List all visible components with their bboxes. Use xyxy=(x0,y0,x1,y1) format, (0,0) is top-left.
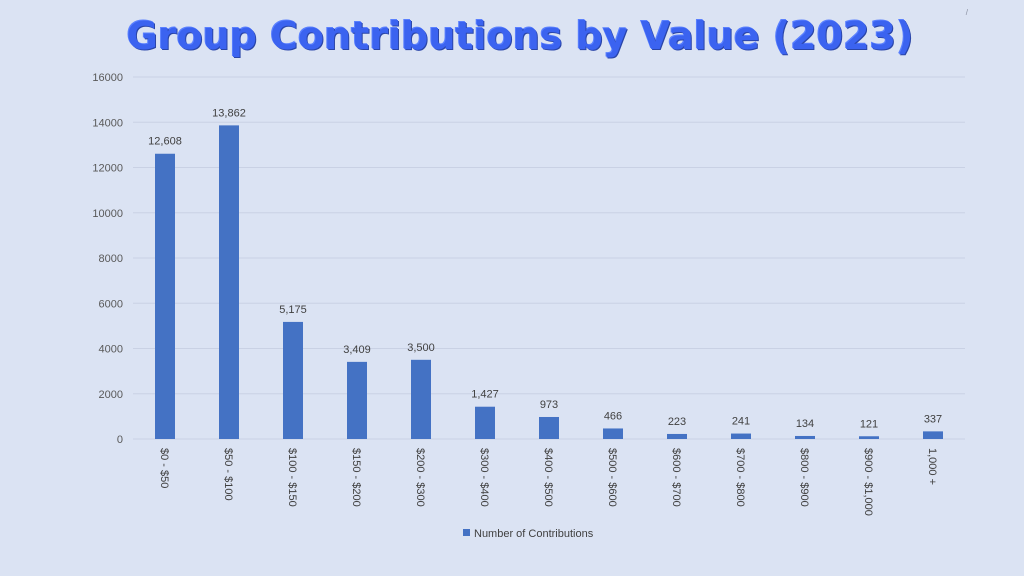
bar xyxy=(795,435,815,439)
bar xyxy=(219,125,239,439)
data-label: 1,427 xyxy=(471,389,499,401)
data-label: 223 xyxy=(668,416,686,428)
corner-mark: / xyxy=(965,8,968,17)
legend: Number of Contributions xyxy=(463,528,594,540)
y-tick-label: 8000 xyxy=(99,253,123,265)
bar xyxy=(859,436,879,439)
data-label: 13,862 xyxy=(212,107,246,119)
chart-title: Group Contributions by Value (2023) xyxy=(126,14,914,58)
y-tick-label: 16000 xyxy=(92,72,123,84)
data-label: 121 xyxy=(860,418,878,430)
y-tick-label: 6000 xyxy=(99,298,123,310)
data-label: 3,409 xyxy=(343,344,371,356)
y-tick-label: 4000 xyxy=(99,344,123,356)
y-axis-ticks: 0 2000 4000 6000 8000 10000 12000 14000 16000 xyxy=(92,72,123,446)
x-tick-label: 1,000 + xyxy=(926,448,938,485)
bar xyxy=(347,361,367,439)
legend-label: Number of Contributions xyxy=(474,528,594,540)
data-label: 241 xyxy=(732,416,750,428)
data-label: 134 xyxy=(796,418,814,430)
data-labels: 12,608 13,862 5,175 3,409 3,500 1,427 973 466 22… xyxy=(148,107,942,430)
x-tick-label: $200 - $300 xyxy=(414,448,426,507)
y-tick-label: 10000 xyxy=(92,208,123,220)
x-tick-label: $0 - $50 xyxy=(158,448,170,488)
y-tick-label: 14000 xyxy=(92,117,123,129)
data-label: 5,175 xyxy=(279,304,307,316)
bar xyxy=(283,321,303,439)
bar xyxy=(731,433,751,439)
y-tick-label: 2000 xyxy=(99,389,123,401)
bar xyxy=(411,359,431,439)
x-tick-label: $50 - $100 xyxy=(222,448,234,501)
bar xyxy=(155,153,175,439)
bar xyxy=(603,428,623,439)
x-tick-label: $600 - $700 xyxy=(670,448,682,507)
x-tick-label: $900 - $1,000 xyxy=(862,448,874,516)
bar xyxy=(667,433,687,439)
y-tick-label: 0 xyxy=(117,434,123,446)
legend-swatch xyxy=(463,529,470,536)
x-tick-label: $800 - $900 xyxy=(798,448,810,507)
gridlines xyxy=(133,76,965,440)
x-tick-label: $150 - $200 xyxy=(350,448,362,507)
data-label: 973 xyxy=(540,399,558,411)
bars xyxy=(155,125,943,439)
data-label: 337 xyxy=(924,413,942,425)
y-tick-label: 12000 xyxy=(92,163,123,175)
x-tick-label: $300 - $400 xyxy=(478,448,490,507)
x-axis-labels: $0 - $50 $50 - $100 $100 - $150 $150 - $200… xyxy=(158,448,938,516)
data-label: 466 xyxy=(604,410,622,422)
bar xyxy=(923,431,943,439)
x-tick-label: $500 - $600 xyxy=(606,448,618,507)
x-tick-label: $100 - $150 xyxy=(286,448,298,507)
x-tick-label: $700 - $800 xyxy=(734,448,746,507)
data-label: 3,500 xyxy=(407,342,435,354)
data-label: 12,608 xyxy=(148,136,182,148)
x-tick-label: $400 - $500 xyxy=(542,448,554,507)
bar xyxy=(475,406,495,439)
bar xyxy=(539,416,559,439)
